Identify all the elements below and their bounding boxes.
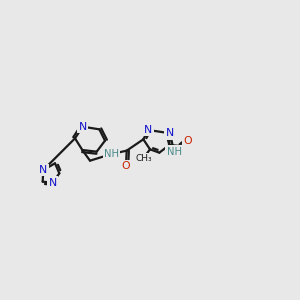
Text: N: N bbox=[144, 125, 152, 135]
Text: N: N bbox=[166, 128, 174, 138]
Text: NH: NH bbox=[104, 149, 119, 159]
Text: CH₃: CH₃ bbox=[135, 154, 152, 163]
Text: NH: NH bbox=[167, 147, 182, 157]
Text: N: N bbox=[49, 178, 57, 188]
Text: O: O bbox=[122, 161, 130, 171]
Text: O: O bbox=[183, 136, 192, 146]
Text: N: N bbox=[79, 122, 87, 132]
Text: N: N bbox=[39, 165, 47, 175]
